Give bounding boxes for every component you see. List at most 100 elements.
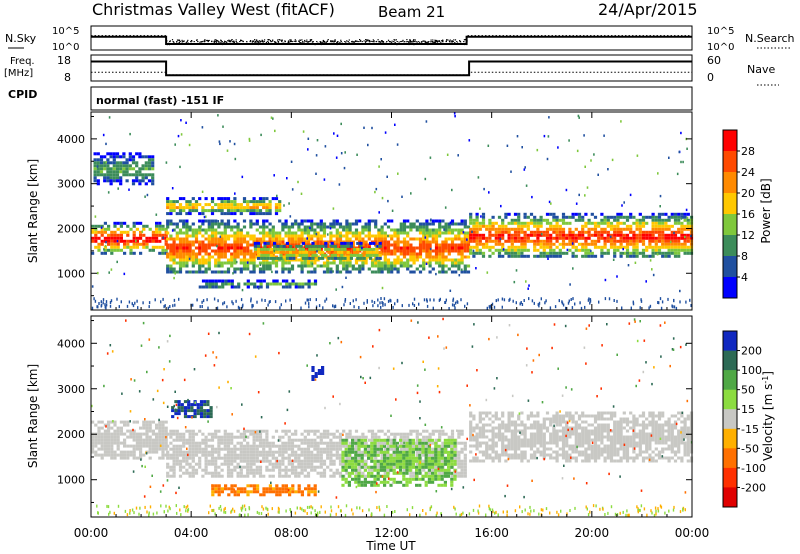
heatmap-cell <box>377 435 381 439</box>
heatmap-cell <box>185 203 189 207</box>
heatmap-cell <box>343 247 347 251</box>
heatmap-cell <box>303 246 307 250</box>
heatmap-cell <box>571 236 575 240</box>
heatmap-cell <box>96 158 100 162</box>
heatmap-cell <box>239 444 243 448</box>
heatmap-cell <box>113 438 117 442</box>
heatmap-cell <box>494 221 498 225</box>
heatmap-cell <box>185 453 189 457</box>
heatmap-cell <box>198 261 202 265</box>
heatmap-cell <box>316 429 320 433</box>
heatmap-cell <box>460 465 464 469</box>
heatmap-cell <box>533 242 537 246</box>
heatmap-cell <box>239 465 243 469</box>
heatmap-cell <box>239 471 243 475</box>
heatmap-cell <box>135 444 139 448</box>
heatmap-cell <box>335 435 339 439</box>
heatmap-cell <box>542 254 546 258</box>
heatmap-cell <box>361 252 365 256</box>
heatmap-cell <box>504 230 508 234</box>
scatter-cell <box>510 170 512 173</box>
heatmap-cell <box>450 429 455 433</box>
heatmap-cell <box>217 197 221 201</box>
scatter-cell <box>241 175 244 179</box>
heatmap-cell <box>236 465 240 469</box>
heatmap-cell <box>380 270 384 274</box>
heatmap-cell <box>460 474 464 478</box>
ground-scatter <box>94 299 97 303</box>
heatmap-cell <box>345 261 349 265</box>
noise-sample <box>301 39 303 41</box>
ground-scatter <box>604 297 607 301</box>
heatmap-cell <box>249 261 253 265</box>
ground-scatter <box>519 302 521 306</box>
heatmap-cell <box>132 456 136 460</box>
heatmap-cell <box>269 250 273 254</box>
heatmap-cell <box>172 468 176 472</box>
heatmap-cell <box>109 182 113 186</box>
heatmap-cell <box>322 441 327 445</box>
heatmap-cell <box>425 438 429 442</box>
heatmap-cell <box>441 231 445 235</box>
heatmap-cell <box>552 248 556 252</box>
heatmap-cell <box>297 462 301 466</box>
heatmap-cell <box>478 248 482 252</box>
heatmap-cell <box>606 236 610 240</box>
heatmap-cell <box>116 233 120 237</box>
heatmap-cell <box>258 209 263 213</box>
heatmap-cell <box>561 212 566 216</box>
heatmap-cell <box>450 258 455 262</box>
heatmap-cell <box>169 243 173 247</box>
heatmap-cell <box>369 256 373 260</box>
heatmap-cell <box>335 429 339 433</box>
heatmap-cell <box>321 244 325 248</box>
heatmap-cell <box>191 249 195 253</box>
heatmap-cell <box>230 474 234 478</box>
heatmap-cell <box>182 243 186 247</box>
heatmap-cell <box>287 456 291 460</box>
heatmap-cell <box>481 218 486 222</box>
heatmap-cell <box>587 221 591 225</box>
heatmap-cell <box>126 239 130 243</box>
range-tick-label: 3000 <box>57 178 85 191</box>
heatmap-cell <box>182 258 186 262</box>
heatmap-cell <box>348 237 352 241</box>
heatmap-cell <box>294 255 298 259</box>
heatmap-cell <box>673 251 678 255</box>
heatmap-cell <box>374 432 378 436</box>
noise-sample <box>387 39 390 41</box>
heatmap-cell <box>329 432 333 436</box>
heatmap-cell <box>581 227 585 231</box>
noise-sample <box>451 40 453 42</box>
ground-scatter <box>493 305 496 309</box>
heatmap-cell <box>469 230 473 234</box>
heatmap-cell <box>198 456 202 460</box>
heatmap-cell <box>226 267 231 271</box>
noise-sample <box>220 39 222 41</box>
heatmap-cell <box>271 441 275 445</box>
heatmap-cell <box>147 167 152 171</box>
heatmap-cell <box>115 167 120 171</box>
heatmap-cell <box>191 197 195 201</box>
heatmap-cell <box>226 200 231 204</box>
heatmap-cell <box>664 227 668 231</box>
noise-sample <box>187 39 189 41</box>
scatter-cell <box>378 211 380 214</box>
heatmap-cell <box>657 230 662 234</box>
noise-sample <box>360 39 362 42</box>
noise-sample <box>314 44 316 46</box>
heatmap-cell <box>654 230 658 234</box>
heatmap-cell <box>319 234 323 238</box>
heatmap-cell <box>539 215 543 219</box>
heatmap-cell <box>214 465 218 469</box>
noise-sample <box>360 43 362 45</box>
heatmap-cell <box>210 444 215 448</box>
heatmap-cell <box>428 243 432 247</box>
noise-sample <box>423 40 425 42</box>
heatmap-cell <box>460 243 464 247</box>
ground-scatter <box>509 297 511 301</box>
heatmap-cell <box>145 242 149 246</box>
heatmap-cell <box>204 246 208 250</box>
colorbar-tick-label: 4 <box>741 271 748 284</box>
heatmap-cell <box>396 243 400 247</box>
